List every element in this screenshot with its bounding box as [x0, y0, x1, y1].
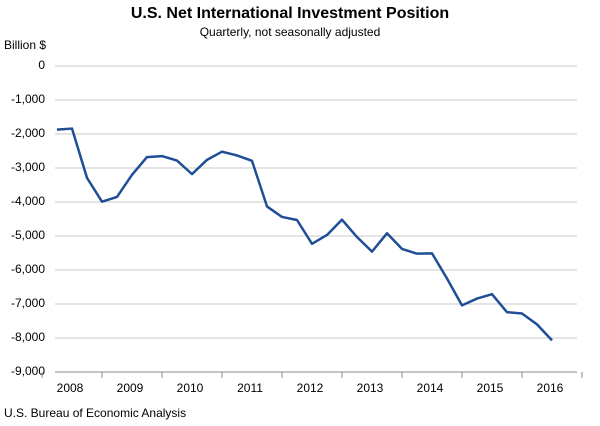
x-tick-label: 2010 [177, 381, 204, 395]
chart-title: U.S. Net International Investment Positi… [131, 5, 449, 22]
y-tick-label: -5,000 [11, 228, 45, 242]
y-tick-label: -6,000 [11, 262, 45, 276]
y-tick-label: -1,000 [11, 92, 45, 106]
x-tick-label: 2009 [117, 381, 144, 395]
x-tick-label: 2012 [297, 381, 324, 395]
y-tick-label: -3,000 [11, 160, 45, 174]
x-tick-label: 2008 [57, 381, 84, 395]
y-tick-label: 0 [38, 58, 45, 72]
chart-subtitle: Quarterly, not seasonally adjusted [200, 25, 381, 39]
source: U.S. Bureau of Economic Analysis [4, 406, 186, 420]
y-tick-label: -2,000 [11, 126, 45, 140]
y-tick-label: -8,000 [11, 330, 45, 344]
x-tick-label: 2015 [477, 381, 504, 395]
x-tick-label: 2014 [417, 381, 444, 395]
y-tick-label: -7,000 [11, 296, 45, 310]
y-tick-label: -4,000 [11, 194, 45, 208]
x-tick-label: 2011 [237, 381, 263, 395]
x-tick-label: 2016 [537, 381, 564, 395]
y-axis-label: Billion $ [4, 38, 46, 52]
data-line [56, 127, 553, 342]
y-tick-label: -9,000 [11, 364, 45, 378]
x-tick-label: 2013 [357, 381, 384, 395]
